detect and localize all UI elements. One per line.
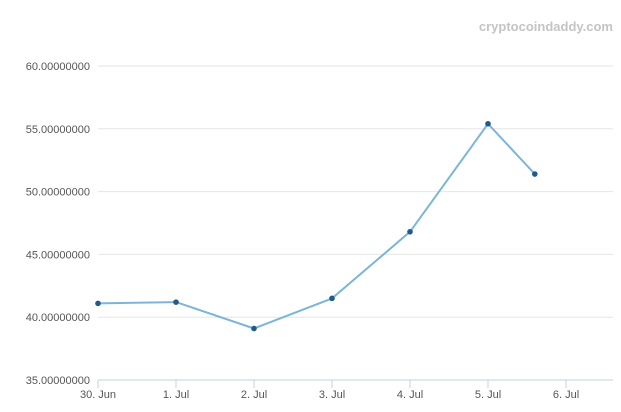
x-axis: 30. Jun 1. Jul 2. Jul 3. Jul 4. Jul 5. Jul 6. … xyxy=(80,379,613,401)
y-tick-label: 55.00000000 xyxy=(26,124,90,136)
data-point[interactable] xyxy=(251,325,257,332)
y-tick-label: 50.00000000 xyxy=(26,187,90,199)
data-point[interactable] xyxy=(95,300,101,307)
data-point[interactable] xyxy=(329,295,335,302)
data-point[interactable] xyxy=(407,228,413,235)
y-tick-label: 60.00000000 xyxy=(26,61,90,73)
x-tick-label: 2. Jul xyxy=(241,389,267,401)
series-line xyxy=(97,122,536,330)
y-tick-label: 40.00000000 xyxy=(26,312,90,324)
x-tick-label: 6. Jul xyxy=(553,389,579,401)
y-tick-label: 35.00000000 xyxy=(26,375,90,387)
credit-text[interactable]: cryptocoindaddy.com xyxy=(479,19,613,34)
series-layer xyxy=(95,120,538,332)
y-tick-label: 45.00000000 xyxy=(26,249,90,261)
x-tick-label: 4. Jul xyxy=(397,389,423,401)
x-tick-label: 1. Jul xyxy=(163,389,189,401)
x-tick-label: 5. Jul xyxy=(475,389,501,401)
grid-lines xyxy=(98,65,613,381)
x-tick-label: 3. Jul xyxy=(319,389,345,401)
x-tick-label: 30. Jun xyxy=(80,389,116,401)
data-point[interactable] xyxy=(485,120,491,127)
data-point[interactable] xyxy=(532,171,538,177)
y-axis-tick-labels: 35.00000000 40.00000000 45.00000000 50.0000… xyxy=(26,61,90,387)
data-point[interactable] xyxy=(173,299,179,305)
